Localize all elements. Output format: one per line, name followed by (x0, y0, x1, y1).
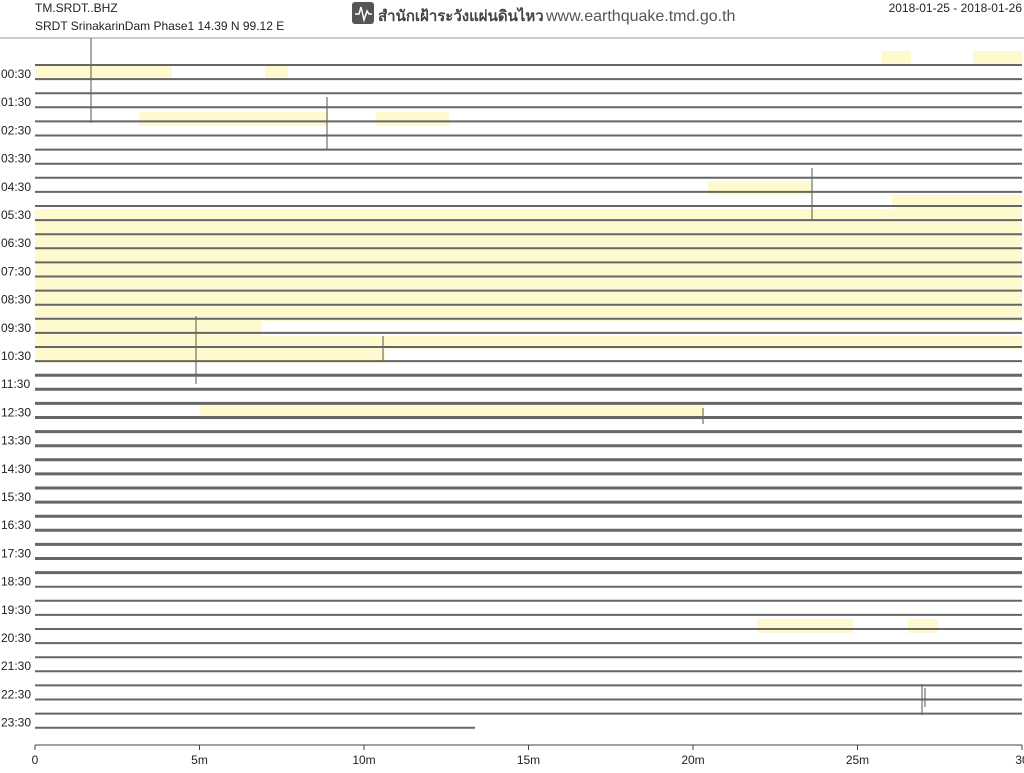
row-label: 23:30 (1, 716, 31, 730)
row-label: 17:30 (1, 546, 31, 560)
row-label: 14:30 (1, 462, 31, 476)
x-tick-label: 0 (32, 753, 39, 767)
x-tick-label: 10m (352, 753, 375, 767)
row-label: 02:30 (1, 123, 31, 137)
row-label: 10:30 (1, 349, 31, 363)
row-label: 11:30 (1, 377, 30, 391)
station: SRDT SrinakarinDam Phase1 14.39 N 99.12 … (35, 19, 284, 33)
x-tick-label: 25m (846, 753, 869, 767)
row-label: 21:30 (1, 659, 31, 673)
row-label: 00:30 (1, 67, 31, 81)
row-label: 20:30 (1, 631, 31, 645)
row-label: 06:30 (1, 236, 31, 250)
row-label: 13:30 (1, 434, 31, 448)
row-label: 15:30 (1, 490, 31, 504)
row-label: 22:30 (1, 687, 31, 701)
row-label: 09:30 (1, 321, 31, 335)
row-label: 05:30 (1, 208, 31, 222)
row-label: 01:30 (1, 95, 31, 109)
x-tick-label: 30 (1015, 753, 1024, 767)
x-tick-label: 5m (191, 753, 208, 767)
row-label: 04:30 (1, 180, 31, 194)
row-label: 12:30 (1, 405, 31, 419)
row-label: 03:30 (1, 152, 31, 166)
channel: TM.SRDT..BHZ (35, 1, 118, 15)
row-label: 19:30 (1, 603, 31, 617)
row-label: 08:30 (1, 293, 31, 307)
row-label: 18:30 (1, 575, 31, 589)
x-tick-label: 15m (517, 753, 540, 767)
website: www.earthquake.tmd.go.th (545, 8, 735, 25)
row-label: 07:30 (1, 264, 31, 278)
row-label: 16:30 (1, 518, 31, 532)
date-range: 2018-01-25 - 2018-01-26 (889, 1, 1023, 15)
logo-wave (355, 6, 372, 23)
x-tick-label: 20m (681, 753, 704, 767)
agency: สำนักเฝ้าระวังแผ่นดินไหว (378, 6, 544, 25)
